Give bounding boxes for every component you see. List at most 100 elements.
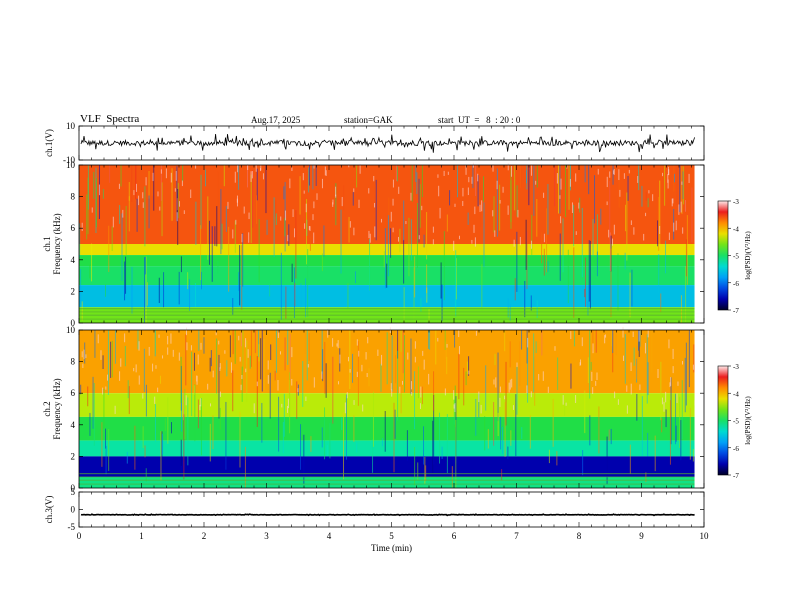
ch1-spectrogram-speckle — [312, 214, 314, 221]
ch1-spectrogram-streak — [211, 226, 213, 282]
ch1-spectrogram-streak — [528, 165, 530, 206]
ch1-spectrogram-streak — [187, 272, 189, 290]
ch2-spectrogram-speckle — [279, 351, 281, 355]
ch1-spectrogram-streak — [541, 232, 543, 264]
ch1-spectrogram-streak — [641, 185, 643, 207]
ch1-spectrogram-streak — [426, 212, 428, 260]
ch2-spectrogram-streak — [439, 412, 441, 464]
ch2-spectrogram-streak — [260, 338, 262, 380]
ch2-spectrogram-streak — [612, 330, 614, 354]
ch2-spectrogram-speckle — [82, 363, 84, 368]
ch2-spectrogram-streak — [357, 341, 359, 406]
ch1-spectrogram-ytick-label: 0 — [71, 318, 76, 328]
ch2-spectrogram-streak — [380, 363, 382, 392]
ch2-spectrogram-streak — [500, 416, 502, 450]
ch1-spectrogram-speckle — [236, 195, 238, 207]
ch1-spectrogram-streak — [657, 220, 659, 247]
ch1-spectrogram-speckle — [392, 179, 394, 188]
ch1-spectrogram-streak — [419, 184, 421, 228]
ch1-spectrogram-channel-label: ch.1 — [42, 236, 52, 251]
ch2-spectrogram-speckle — [212, 370, 214, 378]
ch2-spectrogram-streak — [633, 347, 635, 366]
ch1-spectrogram-streak — [418, 178, 420, 243]
ch2-spectrogram-streak — [639, 330, 641, 347]
ch1-spectrogram-speckle — [227, 201, 229, 209]
ch2-spectrogram-streak — [343, 412, 345, 480]
x-tick-label: 2 — [202, 531, 207, 541]
ch2-spectrogram-speckle — [277, 330, 279, 338]
ch1-spectrogram-streak — [280, 252, 282, 320]
ch2-spectrogram-colorbar-tick-label: -5 — [733, 418, 739, 426]
ch1-spectrogram-speckle — [335, 186, 337, 197]
ch1-spectrogram-streak — [647, 198, 649, 208]
ch2-spectrogram-streak — [185, 334, 187, 386]
ch2-spectrogram-streak — [684, 357, 686, 413]
ch1-spectrogram-streak — [384, 228, 386, 289]
ch2-spectrogram-streak — [239, 411, 241, 468]
ch1-spectrogram-streak — [158, 277, 160, 304]
ch1-spectrogram-streak — [395, 165, 397, 182]
ch2-spectrogram-streak — [180, 356, 182, 403]
ch2-spectrogram-speckle — [277, 380, 279, 391]
ch2-spectrogram-speckle — [155, 365, 157, 369]
ch2-spectrogram-speckle — [410, 381, 412, 390]
ch2-spectrogram-streak — [145, 468, 147, 482]
ch2-spectrogram-streak — [329, 422, 331, 459]
ch1-spectrogram-streak — [258, 219, 260, 283]
ch2-spectrogram-speckle — [348, 356, 350, 362]
ch2-spectrogram-streak — [160, 431, 162, 481]
ch1-spectrogram-speckle — [98, 184, 100, 196]
ch1-spectrogram-streak — [533, 165, 535, 216]
ch2-spectrogram-speckle — [287, 398, 289, 409]
ch2-spectrogram-colorbar-tick-label: -7 — [733, 472, 739, 480]
ch1-spectrogram-speckle — [560, 178, 562, 190]
ch1-spectrogram-streak — [627, 175, 629, 201]
ch1-spectrogram-streak — [596, 214, 598, 258]
ch2-spectrogram-streak — [441, 446, 443, 459]
ch1-spectrogram-speckle — [341, 196, 343, 207]
ch1-spectrogram-streak — [477, 175, 479, 207]
ch2-spectrogram-streak — [403, 335, 405, 393]
ch2-spectrogram-streak — [162, 433, 164, 455]
ch1-spectrogram-streak — [214, 226, 216, 246]
ch2-spectrogram-speckle — [530, 391, 532, 398]
x-tick-label: 8 — [577, 531, 582, 541]
ch1-spectrogram-speckle — [474, 206, 476, 215]
ch1-spectrogram-streak — [509, 304, 511, 321]
ch1-spectrogram-speckle — [496, 180, 498, 190]
ch2-spectrogram-speckle — [630, 383, 632, 395]
ch2-spectrogram-speckle — [102, 387, 104, 395]
ch1-spectrogram-streak — [131, 165, 133, 202]
ch1-spectrogram-streak — [426, 264, 428, 294]
ch2-spectrogram-streak — [688, 330, 690, 388]
ch2-spectrogram-streak — [497, 412, 499, 437]
ch2-spectrogram-streak — [463, 367, 465, 406]
ch2-spectrogram-speckle — [580, 359, 582, 365]
ch2-spectrogram-speckle — [670, 377, 672, 386]
ch1-spectrogram-streak — [343, 185, 345, 211]
ch1-spectrogram-speckle — [474, 237, 476, 247]
ch2-spectrogram-streak — [504, 402, 506, 457]
ch2-spectrogram-streak — [200, 397, 202, 456]
ch2-spectrogram-streak — [646, 334, 648, 404]
ch1-spectrogram-streak — [413, 267, 415, 321]
ch2-spectrogram-streak — [232, 330, 234, 355]
ch1-spectrogram-speckle — [316, 193, 318, 200]
ch1-spectrogram-streak — [617, 253, 619, 311]
ch2-spectrogram-speckle — [219, 363, 221, 369]
ch1-spectrogram-streak — [309, 236, 311, 251]
ch1-spectrogram-speckle — [353, 188, 355, 193]
ch1-spectrogram-speckle — [468, 176, 470, 183]
ch1-spectrogram-speckle — [135, 183, 137, 192]
ch1-spectrogram-speckle — [543, 192, 545, 198]
ch1-spectrogram-streak — [200, 271, 202, 290]
ch1-spectrogram-speckle — [369, 233, 371, 243]
ch1-spectrogram-streak — [658, 196, 660, 251]
ch2-spectrogram-speckle — [356, 371, 358, 378]
ch2-spectrogram-streak — [143, 348, 145, 393]
ch2-spectrogram-streak — [209, 357, 211, 372]
ch1-spectrogram-speckle — [410, 192, 412, 201]
ch1-spectrogram-streak — [79, 223, 81, 258]
ch2-spectrogram-streak — [425, 465, 427, 481]
ch1-spectrogram-speckle — [248, 212, 250, 220]
